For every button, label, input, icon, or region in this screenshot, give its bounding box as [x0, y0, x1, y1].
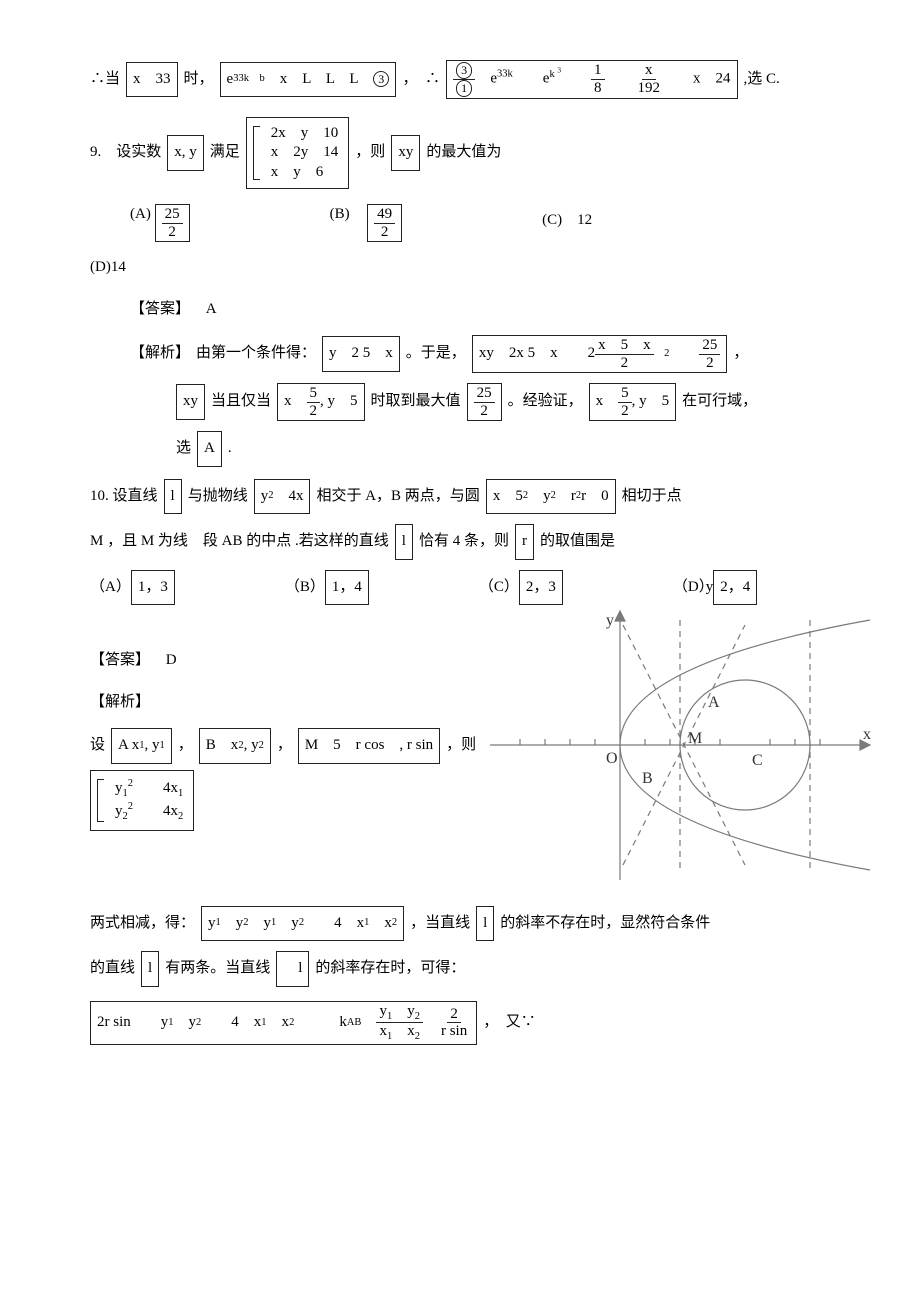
q9-sol-2: xy 当且仅当 x 52 , y 5 时取到最大值 252 。经验证， x 52…	[176, 383, 880, 421]
text: ∴当	[90, 64, 120, 96]
q10-sol-label: 【解析】	[90, 687, 480, 719]
opt-a: (A) 252	[130, 199, 190, 242]
svg-text:B: B	[642, 770, 653, 787]
q10-answer: 【答案】 D	[90, 645, 480, 677]
box-xy: x, y	[167, 135, 204, 171]
q10-stem-2: M ，且 M 为线 段 AB 的中点 .若这样的直线 l 恰有 4 条，则 r …	[90, 524, 880, 560]
q9-answer: 【答案】 A	[130, 294, 880, 326]
svg-text:y: y	[606, 612, 614, 629]
box-x33: x 33	[126, 62, 178, 98]
line-eq3-resolve: ∴当 x 33 时， e33k b x L L L 3 ， ∴ 3 1 e33k…	[90, 60, 880, 99]
q10-options: （A）1，3 （B）1，4 （C）2，3 （D）y2，4	[90, 570, 880, 606]
svg-text:x: x	[863, 726, 871, 743]
text: 满足	[210, 137, 240, 169]
opt-a: （A）1，3	[90, 570, 175, 606]
q9-options: (A) 252 (B) 492 (C) 12	[130, 199, 880, 242]
q9-opt-d: (D)14	[90, 252, 880, 284]
opt-d: （D）y2，4	[673, 570, 757, 606]
q10-subtract-2: 的直线 l 有两条。当直线 l 的斜率存在时，可得：	[90, 951, 880, 987]
text: 时，	[184, 64, 214, 96]
text: ，则	[355, 137, 385, 169]
opt-c: （C）2，3	[479, 570, 563, 606]
text: e33k ek 3 18 x192 x 24	[475, 62, 730, 96]
q9-sol-3: 选 A .	[176, 431, 880, 467]
svg-text:C: C	[752, 752, 763, 769]
box-deduction: 3 1 e33k ek 3 18 x192 x 24	[446, 60, 738, 99]
q10-kab: 2r sin y1 y2 4 x1 x2 kAB y1 y2x1 x2 2r s…	[90, 1001, 880, 1045]
opt-b: （B）1，4	[285, 570, 369, 606]
text: ， ∴	[402, 64, 440, 96]
q10-stem-1: 10. 设直线 l 与抛物线 y2 4x 相交于 A，B 两点，与圆 x 5 2…	[90, 479, 880, 515]
text: ,选 C.	[744, 64, 780, 96]
svg-text:A: A	[708, 694, 720, 711]
brace-y2-4x: y12 4x1 y22 4x2	[90, 770, 194, 831]
svg-text:O: O	[606, 750, 618, 767]
q9-stem: 9. 设实数 x, y 满足 2x y 10 x 2y 14 x y 6 ，则 …	[90, 117, 880, 190]
text: 的最大值为	[426, 137, 501, 169]
box-e33kb: e33k b x L L L 3	[220, 62, 397, 98]
q10-set-row: 设 A x1 , y1 ， B x2 , y2 ， M 5 r cos , r …	[90, 728, 480, 831]
q10-diagram: x y O A M B C	[490, 605, 880, 898]
q9-sol-1: 【解析】 由第一个条件得： y 2 5 x 。于是， xy 2x 5 x 2 x…	[130, 335, 880, 373]
box-xy2: xy	[391, 135, 420, 171]
opt-c: (C) 12	[542, 205, 592, 237]
text: 9. 设实数	[90, 137, 161, 169]
svg-text:M: M	[688, 730, 702, 747]
q10-subtract: 两式相减，得： y1 y2 y1 y2 4 x1 x2 ，当直线 l 的斜率不存…	[90, 906, 880, 942]
brace-constraints: 2x y 10 x 2y 14 x y 6	[246, 117, 350, 190]
frac-3-over-1: 3 1	[453, 62, 475, 97]
opt-b: (B) 492	[330, 199, 403, 242]
